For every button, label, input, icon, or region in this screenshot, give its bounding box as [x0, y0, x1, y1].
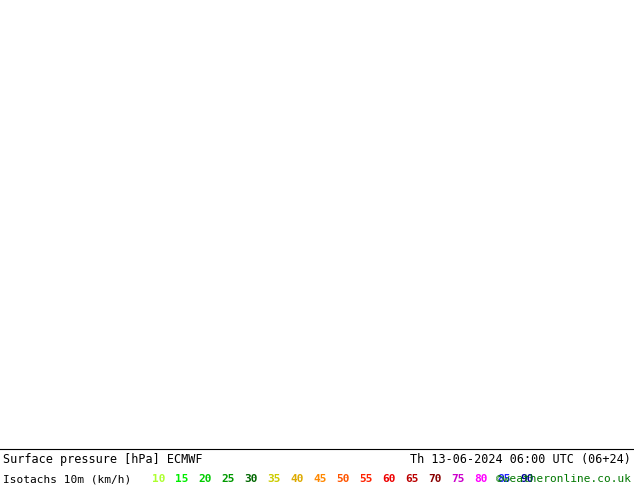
Text: ©weatheronline.co.uk: ©weatheronline.co.uk [496, 474, 631, 484]
Text: 55: 55 [359, 474, 373, 484]
Text: 75: 75 [451, 474, 465, 484]
Text: 10: 10 [152, 474, 165, 484]
Text: 30: 30 [244, 474, 257, 484]
Text: 45: 45 [313, 474, 327, 484]
Text: Isotachs 10m (km/h): Isotachs 10m (km/h) [3, 474, 131, 484]
Text: 15: 15 [175, 474, 188, 484]
Text: 65: 65 [405, 474, 418, 484]
Text: 35: 35 [267, 474, 280, 484]
Text: 90: 90 [520, 474, 533, 484]
Text: 40: 40 [290, 474, 304, 484]
Text: Surface pressure [hPa] ECMWF: Surface pressure [hPa] ECMWF [3, 452, 202, 466]
Text: 80: 80 [474, 474, 488, 484]
Text: 50: 50 [336, 474, 349, 484]
Text: Th 13-06-2024 06:00 UTC (06+24): Th 13-06-2024 06:00 UTC (06+24) [410, 452, 631, 466]
Text: 70: 70 [428, 474, 441, 484]
Text: 60: 60 [382, 474, 396, 484]
Text: 20: 20 [198, 474, 212, 484]
Text: 25: 25 [221, 474, 235, 484]
Text: 85: 85 [497, 474, 510, 484]
